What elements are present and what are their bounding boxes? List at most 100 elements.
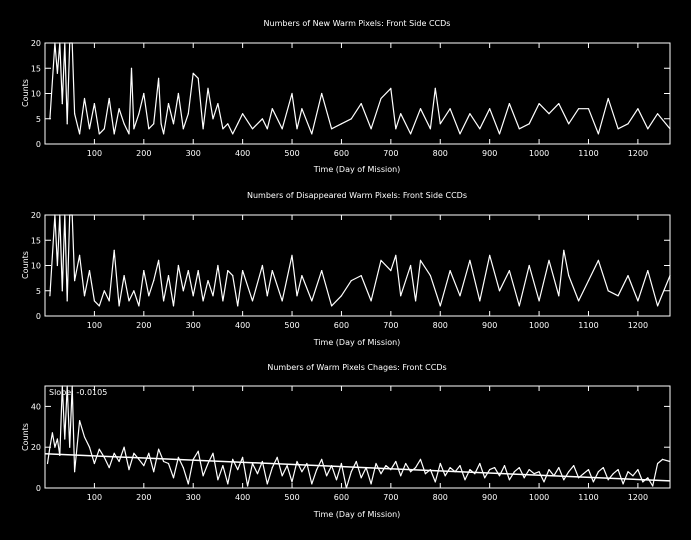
- data-point: [494, 467, 496, 469]
- x-tick-label: 100: [87, 149, 102, 158]
- data-point: [498, 290, 501, 292]
- data-point: [390, 270, 392, 272]
- data-point: [311, 133, 313, 135]
- data-point: [498, 133, 501, 135]
- data-point: [118, 108, 120, 110]
- data-point: [578, 300, 580, 302]
- data-point: [207, 280, 209, 282]
- data-point: [568, 275, 570, 277]
- data-point: [607, 97, 609, 100]
- data-point: [642, 481, 644, 483]
- data-point: [518, 467, 520, 469]
- data-point: [587, 108, 590, 110]
- data-point: [607, 290, 609, 292]
- data-point: [370, 483, 372, 485]
- data-point: [558, 467, 560, 469]
- data-point: [400, 113, 402, 115]
- data-point: [395, 460, 397, 463]
- data-point: [227, 123, 229, 125]
- data-point: [548, 259, 550, 261]
- data-point: [385, 465, 387, 467]
- data-point: [192, 72, 194, 74]
- x-tick-label: 200: [136, 149, 151, 158]
- data-point: [108, 97, 110, 100]
- data-point: [71, 42, 73, 44]
- x-tick-label: 1200: [628, 493, 648, 502]
- data-point: [177, 92, 179, 95]
- data-point: [143, 465, 145, 467]
- x-tick-label: 1100: [578, 493, 598, 502]
- data-point: [321, 92, 323, 95]
- data-point: [419, 458, 422, 460]
- data-point: [419, 108, 422, 110]
- data-point: [395, 128, 397, 130]
- data-point: [449, 467, 451, 469]
- data-point: [108, 300, 110, 302]
- data-point: [286, 465, 288, 467]
- data-point: [518, 305, 520, 307]
- data-point: [212, 452, 214, 454]
- data-point: [479, 300, 481, 302]
- data-point: [617, 469, 619, 471]
- data-point: [172, 123, 175, 125]
- data-point: [350, 280, 352, 282]
- data-point: [281, 128, 283, 130]
- data-point: [148, 128, 150, 130]
- data-point: [429, 275, 431, 277]
- data-point: [311, 483, 313, 485]
- data-point: [439, 305, 441, 307]
- data-point: [434, 481, 436, 483]
- data-point: [232, 458, 234, 460]
- data-point: [83, 295, 86, 297]
- data-point: [360, 103, 362, 105]
- slope-annotation: Slope: -0.0105: [49, 388, 107, 397]
- data-point: [217, 479, 219, 481]
- data-point: [88, 128, 91, 130]
- data-point: [597, 471, 600, 473]
- data-point: [439, 123, 441, 125]
- data-point: [222, 128, 224, 130]
- data-point: [296, 128, 298, 130]
- data-point: [182, 290, 184, 292]
- data-point: [548, 469, 550, 471]
- data-point: [498, 475, 501, 477]
- data-point: [177, 264, 179, 267]
- data-point: [563, 249, 565, 251]
- plot-area: [49, 214, 671, 307]
- data-point: [637, 300, 639, 302]
- data-point: [61, 385, 63, 387]
- data-point: [528, 264, 530, 267]
- data-point: [54, 42, 56, 44]
- x-tick-label: 600: [334, 149, 349, 158]
- data-point: [558, 295, 560, 297]
- data-point: [410, 264, 412, 267]
- data-point: [296, 460, 298, 463]
- data-point: [123, 275, 125, 277]
- data-point: [74, 471, 76, 473]
- x-tick-label: 700: [383, 321, 398, 330]
- data-point: [632, 475, 634, 477]
- data-point: [291, 481, 293, 483]
- data-point: [587, 469, 590, 471]
- data-point: [311, 300, 313, 302]
- x-tick-label: 100: [87, 321, 102, 330]
- data-point: [449, 108, 451, 110]
- x-tick-label: 500: [284, 149, 299, 158]
- data-point: [657, 113, 659, 115]
- data-point: [71, 214, 73, 216]
- data-point: [113, 133, 115, 135]
- data-point: [64, 42, 66, 44]
- data-point: [291, 254, 293, 256]
- data-point: [237, 469, 239, 471]
- x-tick-label: 200: [136, 493, 151, 502]
- data-point: [489, 469, 491, 471]
- data-point: [64, 214, 66, 216]
- panel-disappeared-warm-pixels: Numbers of Disappeared Warm Pixels: Fron…: [21, 191, 671, 347]
- data-point: [410, 133, 412, 135]
- data-point: [415, 300, 417, 302]
- data-point: [528, 123, 530, 125]
- data-point: [251, 128, 254, 130]
- data-point: [128, 469, 130, 471]
- data-point: [66, 300, 68, 302]
